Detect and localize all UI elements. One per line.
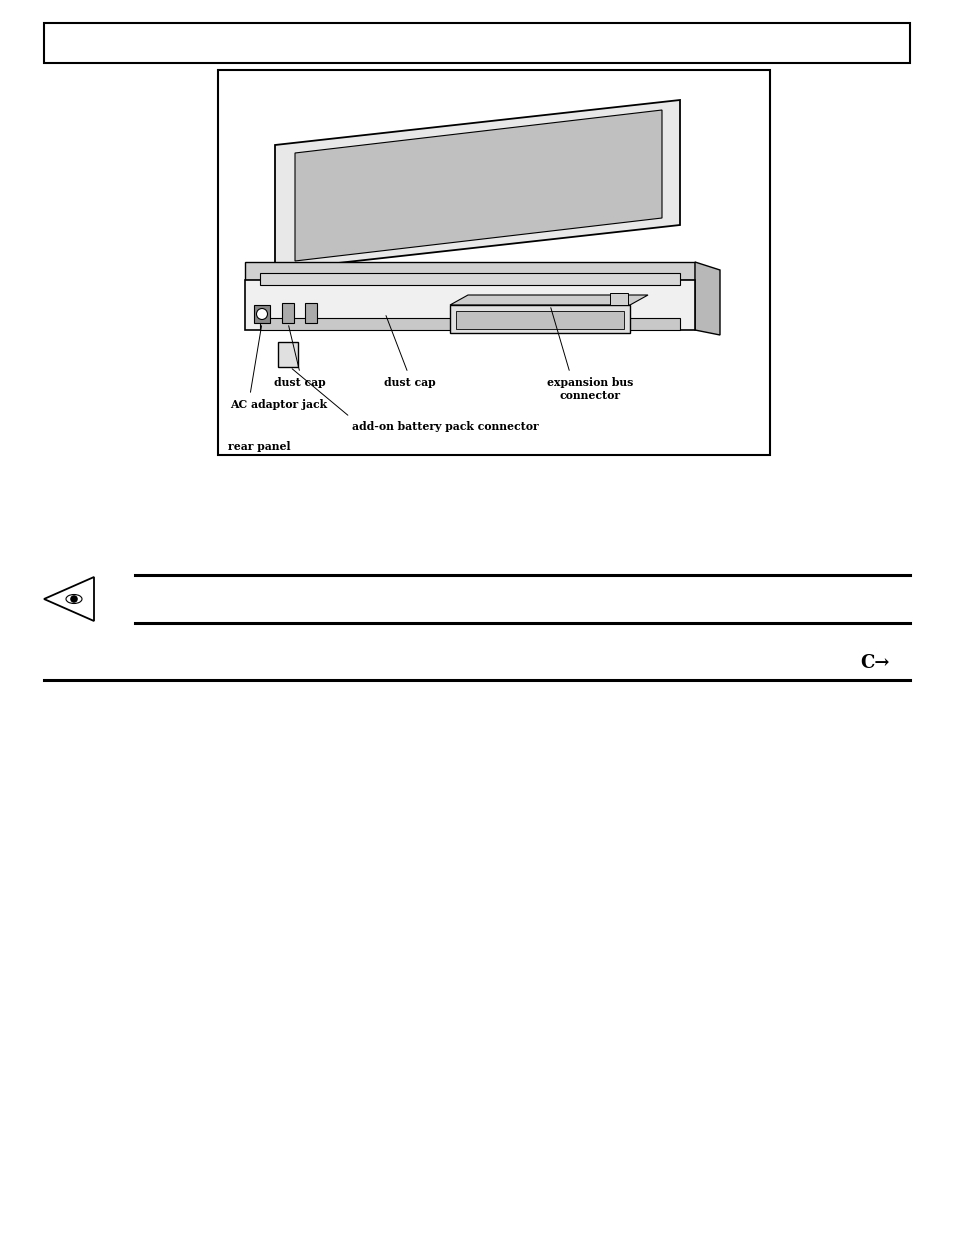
Bar xyxy=(260,317,679,330)
Circle shape xyxy=(71,595,78,603)
Bar xyxy=(245,262,695,280)
Bar xyxy=(253,305,270,324)
Text: C→: C→ xyxy=(860,655,889,672)
Bar xyxy=(609,293,627,305)
Bar xyxy=(245,280,695,330)
Bar xyxy=(218,70,769,454)
Bar xyxy=(456,311,623,329)
Text: dust cap: dust cap xyxy=(274,377,326,388)
Text: rear panel: rear panel xyxy=(228,441,291,452)
Polygon shape xyxy=(44,577,94,621)
Text: dust cap: dust cap xyxy=(384,377,436,388)
Circle shape xyxy=(256,309,267,320)
Ellipse shape xyxy=(66,594,82,604)
Polygon shape xyxy=(294,110,661,261)
Polygon shape xyxy=(695,262,720,335)
Bar xyxy=(44,23,909,63)
Text: expansion bus
connector: expansion bus connector xyxy=(546,377,633,401)
Bar xyxy=(277,342,297,367)
Text: add-on battery pack connector: add-on battery pack connector xyxy=(352,421,538,432)
Polygon shape xyxy=(274,100,679,270)
Text: AC adaptor jack: AC adaptor jack xyxy=(230,399,327,410)
Polygon shape xyxy=(450,295,647,305)
Bar xyxy=(282,303,294,324)
Bar xyxy=(305,303,316,324)
Bar xyxy=(260,273,679,285)
Bar xyxy=(450,305,629,333)
